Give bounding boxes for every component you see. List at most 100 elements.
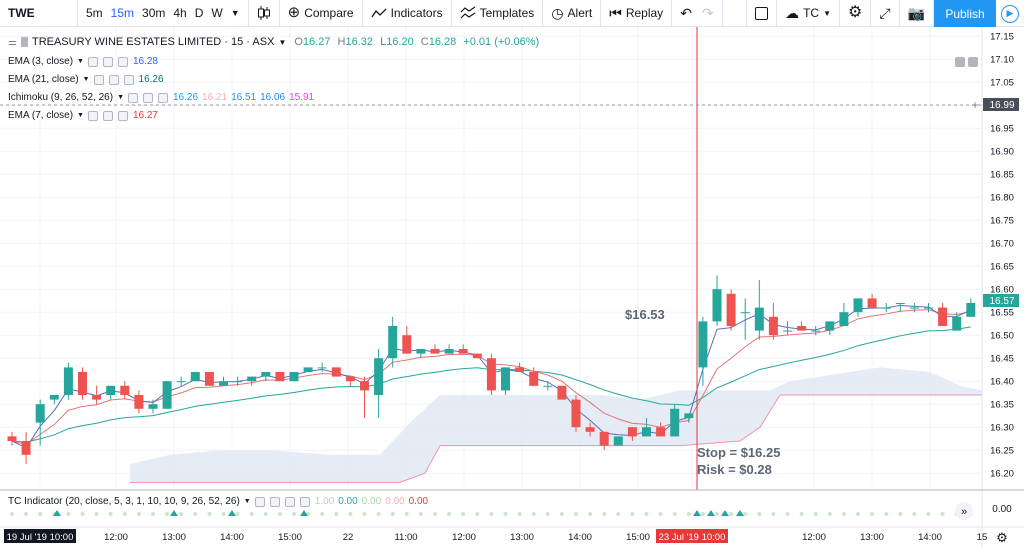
indicator-dot [602, 512, 607, 516]
timeframe-5m[interactable]: 5m [86, 6, 103, 20]
indicator-dot [884, 512, 889, 516]
timeframe-30m[interactable]: 30m [142, 6, 166, 20]
time-tick-label: 12:00 [802, 532, 826, 543]
price-chart[interactable]: 17.1517.1017.0517.0016.9516.9016.8516.80… [0, 27, 1024, 548]
visibility-toggle-icon[interactable] [93, 74, 104, 85]
undo-icon[interactable]: ↶ [680, 5, 692, 21]
publish-button[interactable]: Publish [934, 0, 996, 27]
expand-button[interactable]: ⤢ [871, 0, 900, 27]
candle-body [204, 372, 214, 386]
crosshair-plus-icon[interactable]: + [971, 98, 978, 112]
timeframe-4h[interactable]: 4h [173, 6, 187, 20]
compare-button[interactable]: ⊕ Compare [280, 0, 363, 27]
ema7-label[interactable]: EMA (7, close) [8, 110, 74, 121]
timeframe-d[interactable]: D [194, 6, 204, 20]
ema7-value: 16.27 [132, 110, 158, 121]
visibility-toggle-icon[interactable] [87, 110, 98, 121]
high-value: 16.32 [345, 36, 373, 48]
timeframe-15m[interactable]: 15m [110, 6, 135, 20]
indicator-up-arrow [721, 510, 729, 516]
settings-icon[interactable] [102, 110, 113, 121]
chevron-down-icon[interactable]: ▼ [243, 498, 251, 505]
visibility-toggle-icon[interactable] [254, 496, 265, 507]
redo-icon[interactable]: ↷ [701, 5, 714, 21]
more-icon[interactable] [299, 496, 310, 507]
candle-body [811, 330, 821, 332]
eye-icon[interactable]: ⚌ [8, 36, 17, 48]
chevron-down-icon[interactable]: ▼ [77, 112, 84, 119]
indicator-dot [122, 512, 127, 516]
indicator-dot [221, 512, 226, 516]
expand-pane-button[interactable] [968, 57, 978, 67]
risk-annotation: Risk = $0.28 [697, 462, 772, 477]
price-tick-label: 16.55 [990, 308, 1014, 319]
ema3-legend: EMA (3, close) ▼ 16.28 [8, 56, 158, 67]
chevron-down-icon[interactable]: ▼ [77, 58, 84, 65]
remove-icon[interactable] [158, 92, 168, 103]
candle-body [261, 372, 271, 377]
low-value: 16.20 [386, 36, 414, 48]
scroll-right-button[interactable] [955, 502, 973, 520]
ichimoku-cloud [130, 367, 982, 483]
chart-type-button[interactable] [249, 0, 280, 27]
chevron-down-icon[interactable]: ▼ [278, 37, 287, 47]
cloud-area [130, 367, 982, 483]
indicator-dot [80, 512, 85, 516]
indicator-dot [94, 512, 99, 516]
ema21-label[interactable]: EMA (21, close) [8, 74, 79, 85]
fullscreen-chart-button[interactable] [746, 0, 778, 27]
play-button[interactable]: ▶ [996, 0, 1024, 27]
indicator-dot [390, 512, 395, 516]
layout-button[interactable]: ☁ TC ▼ [777, 0, 841, 27]
ema3-label[interactable]: EMA (3, close) [8, 56, 74, 67]
indicator-dot [193, 512, 198, 516]
indicator-dot [207, 512, 212, 516]
double-chevron-right-icon: » [961, 506, 967, 518]
templates-button[interactable]: Templates [452, 0, 544, 27]
candle-body [21, 441, 31, 455]
alert-button[interactable]: ◷ Alert [543, 0, 602, 27]
ohlc-values: O16.27 H16.32 L16.20 C16.28 +0.01 (+0.06… [290, 36, 539, 48]
settings-icon[interactable] [102, 56, 113, 67]
alert-label: Alert [567, 6, 593, 20]
price-tick-label: 16.90 [990, 147, 1014, 158]
remove-icon[interactable] [117, 56, 128, 67]
indicators-button[interactable]: Indicators [363, 0, 452, 27]
templates-icon [460, 6, 475, 19]
indicator-dot [503, 512, 508, 516]
price-tick-label: 16.75 [990, 216, 1014, 227]
collapse-pane-button[interactable] [955, 57, 965, 67]
price-tick-label: 16.25 [990, 446, 1014, 457]
ichimoku-label[interactable]: Ichimoku (9, 26, 52, 26) [8, 92, 114, 103]
candle-body [162, 381, 172, 409]
indicator-dot [630, 512, 635, 516]
snapshot-button[interactable]: 📷 [900, 0, 934, 27]
remove-icon[interactable] [117, 110, 128, 121]
indicator-dot [334, 512, 339, 516]
settings-icon[interactable] [108, 74, 119, 85]
price-annotation: $16.53 [625, 307, 665, 322]
settings-icon[interactable] [269, 496, 280, 507]
symbol-search[interactable]: TWE [0, 0, 78, 27]
time-tick-label: 12:00 [104, 532, 128, 543]
settings-icon[interactable] [143, 92, 153, 103]
chevron-down-icon[interactable]: ▼ [82, 76, 90, 83]
candle-body [599, 431, 609, 446]
candle-body [289, 372, 299, 382]
gear-icon[interactable]: ⚙ [996, 530, 1008, 545]
time-axis[interactable]: 19 Jul '19 10:00 12:00 13:00 14:00 15:00 22 11… [4, 529, 987, 543]
indicator-dot [926, 512, 931, 516]
price-tick-label: 17.15 [990, 32, 1014, 43]
settings-button[interactable]: ⚙ [840, 0, 872, 27]
visibility-toggle-icon[interactable] [87, 56, 98, 67]
candle-body [472, 353, 482, 359]
chevron-down-icon[interactable]: ▼ [230, 8, 240, 18]
remove-icon[interactable] [284, 496, 295, 507]
replay-button[interactable]: ⏮ Replay [601, 0, 673, 27]
chevron-down-icon[interactable]: ▼ [117, 94, 124, 101]
remove-icon[interactable] [123, 74, 134, 85]
timeframe-w[interactable]: W [211, 6, 223, 20]
tc-indicator-label[interactable]: TC Indicator (20, close, 5, 3, 1, 10, 10… [8, 496, 240, 507]
visibility-toggle-icon[interactable] [128, 92, 138, 103]
square-icon [755, 6, 769, 20]
